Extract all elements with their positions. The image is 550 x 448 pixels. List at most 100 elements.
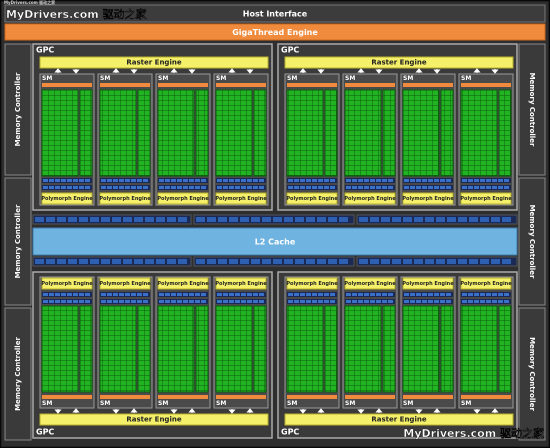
sm-label: SM	[287, 400, 297, 407]
sm-label: SM	[403, 400, 413, 407]
sm-cache-cell	[428, 300, 433, 303]
raster-engine	[284, 413, 514, 426]
sm-cache-cell	[388, 300, 393, 303]
arrow	[491, 408, 499, 413]
memory-controller	[4, 177, 32, 306]
polymorph-engine-label: Polymorph Engine	[460, 281, 512, 287]
raster-engine-label: Raster Engine	[371, 416, 426, 424]
sm-cache-cell	[189, 300, 194, 303]
sm-cache-cell	[67, 293, 72, 296]
sm-cache-cell	[61, 300, 66, 303]
arrow	[375, 408, 383, 413]
sm-cache-cell	[352, 179, 357, 182]
polymorph-engine-label: Polymorph Engine	[41, 281, 93, 287]
sm-cache-cell	[428, 186, 433, 189]
sm-cache-cell	[107, 186, 112, 189]
gigathread-bar	[4, 23, 546, 41]
polymorph-engine-label: Polymorph Engine	[460, 196, 512, 202]
sm-cores	[286, 89, 324, 177]
sm-sfu	[498, 305, 512, 393]
l2-cell	[436, 259, 445, 264]
l2-cell	[68, 259, 77, 264]
sm-cache-cell	[67, 300, 72, 303]
sm-cache-cell	[101, 300, 106, 303]
sm-cache-cell	[137, 179, 142, 182]
sm-cache-cell	[119, 293, 124, 296]
sm-cache-cell	[422, 300, 427, 303]
sm-cache-cell	[440, 300, 445, 303]
sm-cache-cell	[294, 186, 299, 189]
sm-cache-cell	[474, 300, 479, 303]
sm-cache-cell	[137, 300, 142, 303]
polymorph-engine	[402, 277, 454, 290]
polymorph-engine	[460, 277, 512, 290]
memory-controller-label: Memory Controller	[528, 205, 536, 279]
sm-cache-cell	[352, 300, 357, 303]
sm-label: SM	[42, 75, 52, 82]
l2-cell	[359, 259, 368, 264]
l2-cell	[359, 217, 368, 222]
sm-cache-cell	[107, 179, 112, 182]
sm-cache-cell	[223, 293, 228, 296]
sm-cache-cell	[306, 300, 311, 303]
sm-cache-cell	[468, 300, 473, 303]
sm-dispatch	[42, 83, 92, 87]
sm-cache-cell	[119, 300, 124, 303]
sm-cache-cell	[143, 300, 148, 303]
sm-cache-cell	[324, 293, 329, 296]
sm-cache-cell	[446, 300, 451, 303]
l2-cell	[240, 217, 249, 222]
sm-cache-cell	[330, 293, 335, 296]
sm-cache-cell	[183, 293, 188, 296]
sm-cache-cell	[404, 186, 409, 189]
sm-cores	[460, 305, 498, 393]
sm-cache-cell	[376, 186, 381, 189]
watermark-bottom: MyDrivers.com 驱动之家	[403, 426, 545, 440]
l2-cell	[392, 217, 401, 222]
sm-sfu	[137, 305, 151, 393]
l2-cell	[134, 217, 143, 222]
sm-cache-cell	[143, 293, 148, 296]
sm-cache-cell	[61, 186, 66, 189]
arrow	[112, 68, 120, 73]
sm-cache-cell	[131, 179, 136, 182]
polymorph-engine-label: Polymorph Engine	[157, 196, 209, 202]
sm-cache-cell	[85, 300, 90, 303]
polymorph-engine	[215, 277, 267, 290]
l2-cell	[218, 259, 227, 264]
sm-cache-cell	[61, 293, 66, 296]
sm-cache-cell	[55, 186, 60, 189]
sm-cache-cell	[235, 186, 240, 189]
l2-cell	[328, 217, 337, 222]
sm-cache-cell	[352, 186, 357, 189]
l2-cell	[392, 259, 401, 264]
l2-cell	[167, 217, 176, 222]
memory-controller	[4, 43, 32, 176]
l2-cell	[90, 217, 99, 222]
sm-cache-cell	[259, 179, 264, 182]
arrow	[433, 408, 441, 413]
sm-label: SM	[461, 400, 471, 407]
l2-cell	[112, 217, 121, 222]
sm-cache-cell	[125, 300, 130, 303]
l2-cell	[339, 259, 348, 264]
sm-cache-cell	[404, 300, 409, 303]
l2-cache-bar	[32, 227, 518, 256]
sm-dispatch	[403, 83, 453, 87]
sm-cache-cell	[376, 179, 381, 182]
sm-cache-cell	[416, 300, 421, 303]
arrow	[72, 408, 80, 413]
sm-cache-cell	[346, 179, 351, 182]
sm-cache-cell	[388, 293, 393, 296]
sm-cache-cell	[294, 179, 299, 182]
sm-cache-cell	[79, 179, 84, 182]
l2-cell	[491, 217, 500, 222]
sm-sfu	[137, 89, 151, 177]
sm-label: SM	[100, 75, 110, 82]
polymorph-engine	[402, 192, 454, 205]
sm-cache-cell	[229, 300, 234, 303]
sm-sfu	[79, 89, 93, 177]
sm-sfu	[195, 89, 209, 177]
sm-cache-cell	[49, 293, 54, 296]
l2-cell	[317, 217, 326, 222]
